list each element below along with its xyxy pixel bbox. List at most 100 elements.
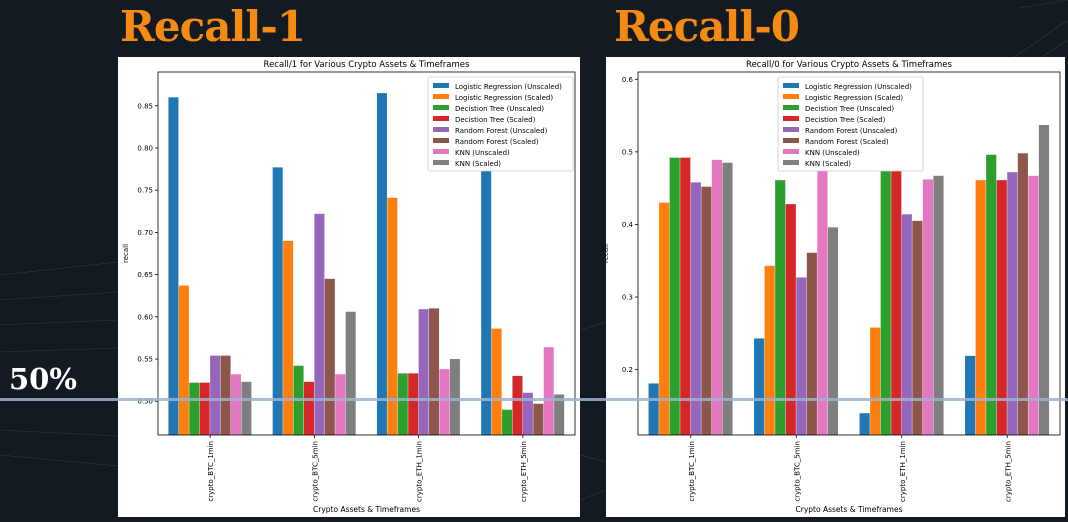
chart2-ytick-label: 0.5: [622, 148, 633, 156]
chart2-bar: [922, 179, 933, 435]
chart2-legend-swatch: [783, 116, 799, 121]
chart2-xtick-label: crypto_ETH_1min: [899, 441, 907, 502]
threshold-line: [0, 398, 1068, 401]
chart2-plot-frame: [637, 71, 1061, 436]
chart2-bar: [891, 170, 902, 435]
chart2-bar: [933, 175, 944, 435]
chart1-legend-label: Decistion Tree (Unscaled): [455, 105, 544, 113]
chart1-legend-swatch: [433, 160, 449, 165]
chart2-legend-label: KNN (Scaled): [805, 160, 851, 168]
chart2-bar: [827, 227, 839, 435]
chart2-bar: [648, 383, 659, 435]
chart2-bar: [775, 180, 786, 435]
chart1-bar: [543, 347, 554, 435]
chart1-legend-label: KNN (Unscaled): [455, 149, 510, 157]
chart1-bar: [241, 381, 252, 435]
chart1-legend-swatch: [433, 94, 449, 99]
chart2-legend-label: Logistic Regression (Unscaled): [805, 83, 912, 91]
chart1-bar: [397, 373, 408, 435]
chart1-bar: [418, 309, 429, 435]
chart1-bar: [387, 197, 398, 435]
chart2-ytick-label: 0.6: [622, 76, 634, 84]
chart1-bar: [439, 369, 450, 435]
chart2-legend-swatch: [783, 105, 799, 110]
chart2-bar: [870, 327, 881, 435]
chart1-legend-label: Random Forest (Unscaled): [455, 127, 548, 135]
chart1-bar: [335, 374, 346, 435]
chart2-ylabel: recall: [606, 244, 610, 263]
chart1-legend-label: Logistic Regression (Unscaled): [455, 83, 562, 91]
chart1-ytick-label: 0.65: [137, 271, 153, 279]
chart1-bar: [429, 308, 440, 435]
chart2-legend-swatch: [783, 94, 799, 99]
chart2-legend-label: Decistion Tree (Scaled): [805, 116, 886, 124]
threshold-label: 50%: [9, 362, 77, 396]
chart2-legend-swatch: [783, 160, 799, 165]
chart1-legend-swatch: [433, 127, 449, 132]
recall-1-chart-panel: Recall/1 for Various Crypto Assets & Tim…: [118, 57, 580, 517]
chart1-ytick-label: 0.85: [137, 102, 153, 110]
chart1-bar: [303, 381, 314, 435]
chart2-bar: [996, 180, 1007, 435]
chart2-xtick-label: crypto_ETH_5min: [1004, 441, 1012, 502]
chart2-legend-swatch: [783, 83, 799, 88]
chart1-ytick-label: 0.80: [137, 144, 153, 152]
chart1-legend-label: KNN (Scaled): [455, 160, 501, 168]
chart2-bar: [912, 220, 923, 435]
chart2-bar: [659, 202, 670, 435]
chart2-bar: [701, 186, 712, 435]
chart2-xtick-label: crypto_BTC_1min: [688, 441, 696, 502]
chart2-ytick-label: 0.4: [622, 221, 634, 229]
chart2-bar: [1038, 124, 1050, 436]
chart2-bar: [1007, 172, 1018, 436]
recall-1-chart: Recall/1 for Various Crypto Assets & Tim…: [122, 60, 576, 514]
chart1-legend-swatch: [433, 116, 449, 121]
recall-0-heading: Recall-0: [614, 2, 800, 51]
chart1-ytick-label: 0.70: [137, 229, 153, 237]
chart1-legend-swatch: [433, 149, 449, 154]
chart2-xtick-label: crypto_BTC_5min: [793, 441, 801, 502]
chart2-title: Recall/0 for Various Crypto Assets & Tim…: [746, 60, 952, 70]
chart2-bar: [690, 182, 701, 435]
chart2-legend-box: [777, 76, 924, 172]
chart1-xtick-label: crypto_BTC_1min: [207, 441, 215, 502]
chart1-legend-label: Decistion Tree (Scaled): [455, 116, 536, 124]
chart2-xlabel: Crypto Assets & Timeframes: [796, 505, 903, 514]
chart1-legend-label: Random Forest (Scaled): [455, 138, 539, 146]
chart1-bar: [230, 374, 241, 435]
chart2-bar: [680, 157, 691, 435]
chart1-xlabel: Crypto Assets & Timeframes: [313, 505, 420, 514]
chart2-bar: [817, 137, 828, 435]
chart2-bar: [901, 214, 912, 435]
chart1-plot-frame: [157, 71, 576, 436]
chart1-bar: [522, 392, 533, 435]
chart1-bar: [220, 355, 231, 435]
chart1-xtick-label: crypto_BTC_5min: [311, 441, 319, 502]
chart1-bar: [376, 93, 387, 436]
chart2-legend-swatch: [783, 138, 799, 143]
chart2-bar: [764, 265, 775, 435]
chart1-bar: [168, 97, 179, 436]
chart1-bar: [272, 167, 283, 436]
chart2-bar: [975, 180, 986, 435]
chart2-bar: [669, 157, 680, 435]
chart1-bar: [481, 135, 492, 435]
chart2-ytick-label: 0.3: [622, 294, 633, 302]
recall-1-heading: Recall-1: [120, 2, 306, 51]
chart1-legend-label: Logistic Regression (Scaled): [455, 94, 553, 102]
chart2-bar: [785, 204, 796, 435]
chart1-bar: [533, 403, 544, 435]
chart1-bar: [502, 409, 513, 435]
chart1-legend: Logistic Regression (Unscaled) Logistic R…: [427, 76, 574, 172]
chart2-bar: [859, 413, 870, 435]
chart1-bar: [491, 328, 502, 435]
chart2-legend: Logistic Regression (Unscaled) Logistic R…: [777, 76, 924, 172]
chart2-ytick-label: 0.2: [622, 366, 633, 374]
chart2-bar: [986, 154, 997, 435]
chart2-bar: [806, 252, 817, 435]
chart1-ytick-label: 0.60: [137, 313, 153, 321]
chart2-bar: [1017, 153, 1028, 435]
chart1-ylabel: recall: [122, 244, 130, 263]
chart1-legend-swatch: [433, 105, 449, 110]
chart2-legend-swatch: [783, 149, 799, 154]
